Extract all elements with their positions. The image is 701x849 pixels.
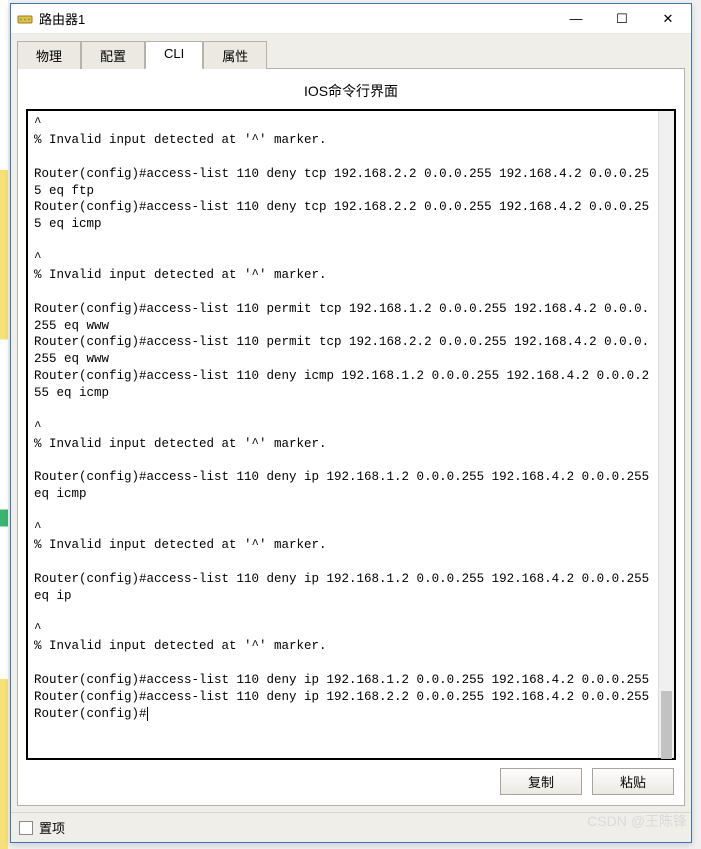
titlebar[interactable]: 路由器1 — ☐ ✕: [11, 4, 691, 34]
scrollbar-thumb[interactable]: [661, 691, 672, 759]
terminal-output[interactable]: ^ % Invalid input detected at '^' marker…: [28, 111, 658, 758]
maximize-button[interactable]: ☐: [599, 4, 645, 33]
terminal-container: ^ % Invalid input detected at '^' marker…: [26, 109, 676, 760]
minimize-button[interactable]: —: [553, 4, 599, 33]
terminal-buttons: 复制 粘贴: [26, 760, 676, 797]
window-body: 物理 配置 CLI 属性 IOS命令行界面 ^ % Invalid input …: [11, 34, 691, 842]
cli-panel: IOS命令行界面 ^ % Invalid input detected at '…: [17, 68, 685, 806]
window-title: 路由器1: [39, 9, 553, 28]
footer-bar: 置项: [11, 812, 691, 842]
panel-title: IOS命令行界面: [26, 77, 676, 109]
window-controls: — ☐ ✕: [553, 4, 691, 33]
background-decoration: [0, 0, 8, 849]
tab-cli[interactable]: CLI: [145, 41, 203, 69]
options-label: 置项: [39, 818, 65, 837]
app-window: 路由器1 — ☐ ✕ 物理 配置 CLI 属性 IOS命令行界面 ^ % Inv…: [10, 3, 692, 843]
tab-physical[interactable]: 物理: [17, 41, 81, 69]
close-button[interactable]: ✕: [645, 4, 691, 33]
terminal-scrollbar[interactable]: [658, 111, 674, 758]
copy-button[interactable]: 复制: [500, 768, 582, 795]
tab-config[interactable]: 配置: [81, 41, 145, 69]
tab-attributes[interactable]: 属性: [203, 41, 267, 69]
router-icon: [17, 11, 33, 27]
tab-bar: 物理 配置 CLI 属性: [11, 34, 691, 68]
paste-button[interactable]: 粘贴: [592, 768, 674, 795]
options-checkbox[interactable]: [19, 821, 33, 835]
